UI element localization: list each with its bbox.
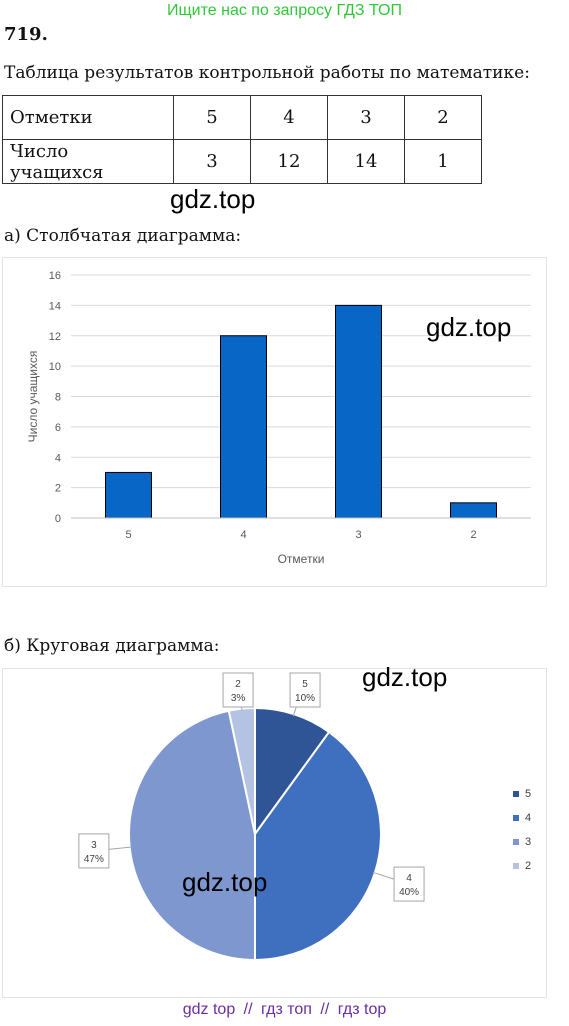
footer-link[interactable]: gdz top: [182, 1001, 236, 1018]
results-table: Отметки 5 4 3 2 Число учащихся 3 12 14 1: [2, 95, 482, 184]
y-tick-label: 2: [55, 483, 61, 495]
slice-percent: 3%: [231, 693, 246, 704]
bar: [220, 335, 267, 519]
y-axis-label: Число учащихся: [26, 351, 40, 443]
legend-label: 5: [525, 788, 531, 800]
legend-label: 3: [525, 836, 531, 848]
table-row-grades: Отметки 5 4 3 2: [2, 95, 482, 140]
footer-link[interactable]: гдз топ: [261, 1001, 312, 1018]
legend-swatch: [513, 791, 519, 797]
table-cell: 14: [327, 139, 405, 184]
callout-box: [393, 866, 425, 902]
callout-box: [78, 833, 110, 869]
row-header-students: Число учащихся: [2, 139, 174, 184]
x-axis-label: Отметки: [278, 552, 325, 566]
pie-chart: 5 10% 4 40% 3 47% 2 3% 5 4 3 2: [78, 672, 531, 962]
slice-label: 5: [302, 679, 308, 690]
bar-chart-caption: а) Столбчатая диаграмма:: [4, 226, 242, 246]
footer-link[interactable]: гдз top: [337, 1001, 387, 1018]
slice-label: 2: [235, 679, 241, 690]
slice-percent: 47%: [84, 854, 104, 865]
slice-label: 3: [91, 840, 97, 851]
x-tick-label: 4: [240, 529, 246, 541]
bar-chart: 0 2 4 6 8 10 12 14 16 5 4 3 2 Отметки Число учащихся: [26, 270, 531, 566]
problem-number: 719.: [4, 24, 48, 45]
legend-swatch: [513, 863, 519, 869]
bar: [105, 471, 152, 519]
bar: [335, 304, 382, 519]
search-banner: Ищите нас по запросу ГДЗ ТОП: [167, 2, 402, 19]
pie-chart-caption: б) Круговая диаграмма:: [4, 636, 220, 656]
table-cell: 5: [173, 95, 251, 140]
footer-links: gdz top // гдз топ // гдз top: [0, 1001, 569, 1019]
problem-number-value: 719: [4, 24, 42, 45]
watermark: gdz.top: [362, 662, 448, 692]
table-row-students: Число учащихся 3 12 14 1: [2, 139, 482, 184]
table-cell: 4: [250, 95, 328, 140]
y-tick-label: 0: [55, 513, 61, 525]
watermark: gdz.top: [182, 867, 268, 897]
problem-number-dot: .: [41, 24, 48, 45]
y-tick-label: 8: [55, 392, 61, 404]
bar: [450, 502, 497, 519]
y-tick-label: 4: [55, 452, 61, 464]
footer-separator: //: [243, 1001, 253, 1018]
table-cell: 3: [327, 95, 405, 140]
y-tick-label: 14: [49, 300, 61, 312]
watermark: gdz.top: [170, 184, 256, 214]
table-cell: 2: [404, 95, 482, 140]
watermark: gdz.top: [426, 312, 512, 342]
footer-separator: //: [320, 1001, 330, 1018]
table-cell: 3: [173, 139, 251, 184]
x-tick-label: 2: [470, 529, 476, 541]
table-cell: 12: [250, 139, 328, 184]
x-tick-label: 3: [355, 529, 361, 541]
slice-label: 4: [406, 873, 412, 884]
bar-chart-frame: 0 2 4 6 8 10 12 14 16 5 4 3 2 Отметки Число учащихся: [2, 257, 547, 587]
y-tick-label: 10: [49, 361, 61, 373]
legend-label: 2: [525, 860, 531, 872]
slice-percent: 40%: [399, 887, 419, 898]
table-cell: 1: [404, 139, 482, 184]
y-tick-label: 6: [55, 422, 61, 434]
row-header-grades: Отметки: [2, 95, 174, 140]
callout-box: [289, 672, 321, 708]
callout-box: [222, 672, 254, 708]
legend-swatch: [513, 839, 519, 845]
table-caption: Таблица результатов контрольной работы п…: [4, 63, 530, 83]
pie-chart-frame: 5 10% 4 40% 3 47% 2 3% 5 4 3 2: [2, 668, 547, 998]
y-tick-label: 12: [49, 331, 61, 343]
legend-swatch: [513, 815, 519, 821]
legend-label: 4: [525, 812, 531, 824]
y-tick-label: 16: [49, 270, 61, 282]
x-tick-label: 5: [125, 529, 131, 541]
slice-percent: 10%: [295, 693, 315, 704]
